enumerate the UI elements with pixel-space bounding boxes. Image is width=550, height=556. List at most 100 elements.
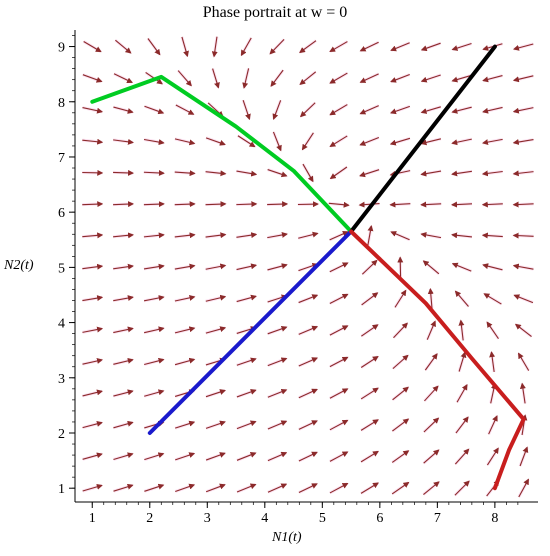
field-arrow — [298, 294, 319, 304]
axes: 1 2 3 4 5 6 7 8 1 2 3 4 5 6 7 8 9 — [58, 30, 538, 526]
y-axis-label: N2(t) — [4, 258, 34, 273]
field-arrow — [512, 263, 534, 270]
field-arrow — [113, 106, 134, 114]
field-arrow — [212, 68, 220, 89]
field-arrow — [143, 295, 165, 302]
field-arrow — [82, 107, 104, 114]
field-arrow — [113, 420, 134, 429]
field-arrow — [144, 389, 165, 397]
field-arrow — [298, 388, 318, 399]
field-arrow — [82, 420, 103, 429]
field-arrow — [113, 452, 134, 461]
field-arrow — [240, 37, 252, 57]
field-arrow — [512, 139, 534, 145]
x-axis-label: N1(t) — [272, 530, 302, 545]
y-tick-label: 4 — [58, 317, 65, 332]
field-arrow — [236, 452, 257, 461]
field-arrow — [82, 452, 103, 460]
field-arrow — [483, 293, 502, 305]
field-arrow — [512, 43, 534, 51]
field-arrow — [113, 357, 134, 365]
field-arrow — [269, 39, 285, 55]
chart-title: Phase portrait at w = 0 — [202, 4, 348, 21]
x-tick-label: 8 — [491, 511, 498, 526]
field-arrow — [82, 389, 103, 397]
direction-field — [82, 36, 534, 498]
field-arrow — [329, 451, 349, 462]
field-arrow — [489, 351, 496, 372]
field-arrow — [205, 483, 226, 493]
field-arrow — [242, 68, 250, 89]
x-tick-label: 3 — [204, 511, 211, 526]
field-arrow — [482, 75, 503, 83]
field-arrow — [329, 104, 348, 116]
field-arrow — [174, 232, 196, 239]
field-arrow — [144, 105, 165, 115]
field-arrow — [147, 38, 161, 56]
field-arrow — [359, 105, 379, 115]
field-arrow — [451, 106, 472, 114]
field-arrow — [481, 232, 503, 239]
field-arrow — [298, 483, 318, 494]
field-arrow — [389, 105, 410, 115]
field-arrow — [267, 325, 288, 335]
field-arrow — [512, 232, 534, 239]
field-arrow — [144, 357, 165, 366]
field-arrow — [518, 478, 529, 498]
field-arrow — [360, 419, 379, 431]
field-arrow — [177, 70, 192, 87]
field-arrow — [143, 169, 165, 176]
field-arrow — [113, 263, 134, 270]
field-arrow — [455, 416, 469, 434]
field-arrow — [360, 387, 379, 400]
field-arrow — [113, 295, 134, 302]
field-arrow — [174, 326, 196, 334]
field-arrow — [205, 232, 227, 239]
trajectory-1 — [90, 74, 354, 234]
trajectories — [90, 44, 526, 491]
field-arrow — [456, 384, 468, 403]
field-arrow — [236, 420, 257, 430]
field-arrow — [298, 325, 319, 335]
field-arrow — [329, 482, 349, 494]
field-arrow — [423, 481, 440, 495]
field-arrow — [486, 447, 499, 466]
field-arrow — [267, 169, 288, 178]
y-tick-label: 5 — [58, 261, 65, 276]
field-arrow — [144, 483, 165, 492]
trajectory-3 — [147, 229, 354, 435]
field-arrow — [329, 325, 349, 336]
field-arrow — [482, 106, 503, 114]
field-arrow — [420, 42, 441, 52]
y-tick-label: 7 — [58, 151, 65, 166]
field-arrow — [267, 201, 289, 208]
field-arrow — [329, 135, 348, 147]
field-arrow — [299, 40, 317, 54]
field-arrow — [361, 259, 378, 275]
field-arrow — [359, 169, 380, 178]
x-tick-label: 4 — [261, 511, 268, 526]
field-arrow — [174, 357, 196, 366]
field-arrow — [329, 166, 348, 180]
field-arrow — [519, 382, 526, 404]
field-arrow — [205, 326, 227, 334]
field-arrow — [389, 201, 411, 208]
field-arrow — [113, 483, 134, 492]
field-arrow — [82, 74, 103, 83]
field-arrow — [143, 263, 165, 270]
field-arrow — [329, 41, 348, 53]
field-arrow — [205, 263, 227, 270]
trajectory-4 — [349, 229, 526, 491]
field-arrow — [328, 201, 350, 208]
field-arrow — [451, 138, 472, 146]
field-arrow — [451, 170, 472, 177]
field-arrow — [329, 231, 349, 241]
field-arrow — [270, 69, 284, 87]
field-arrow — [205, 420, 226, 429]
field-arrow — [424, 385, 439, 402]
x-tick-label: 2 — [146, 511, 153, 526]
field-arrow — [512, 107, 534, 114]
field-arrow — [486, 321, 499, 340]
field-arrow — [242, 99, 251, 121]
field-arrow — [329, 356, 349, 368]
